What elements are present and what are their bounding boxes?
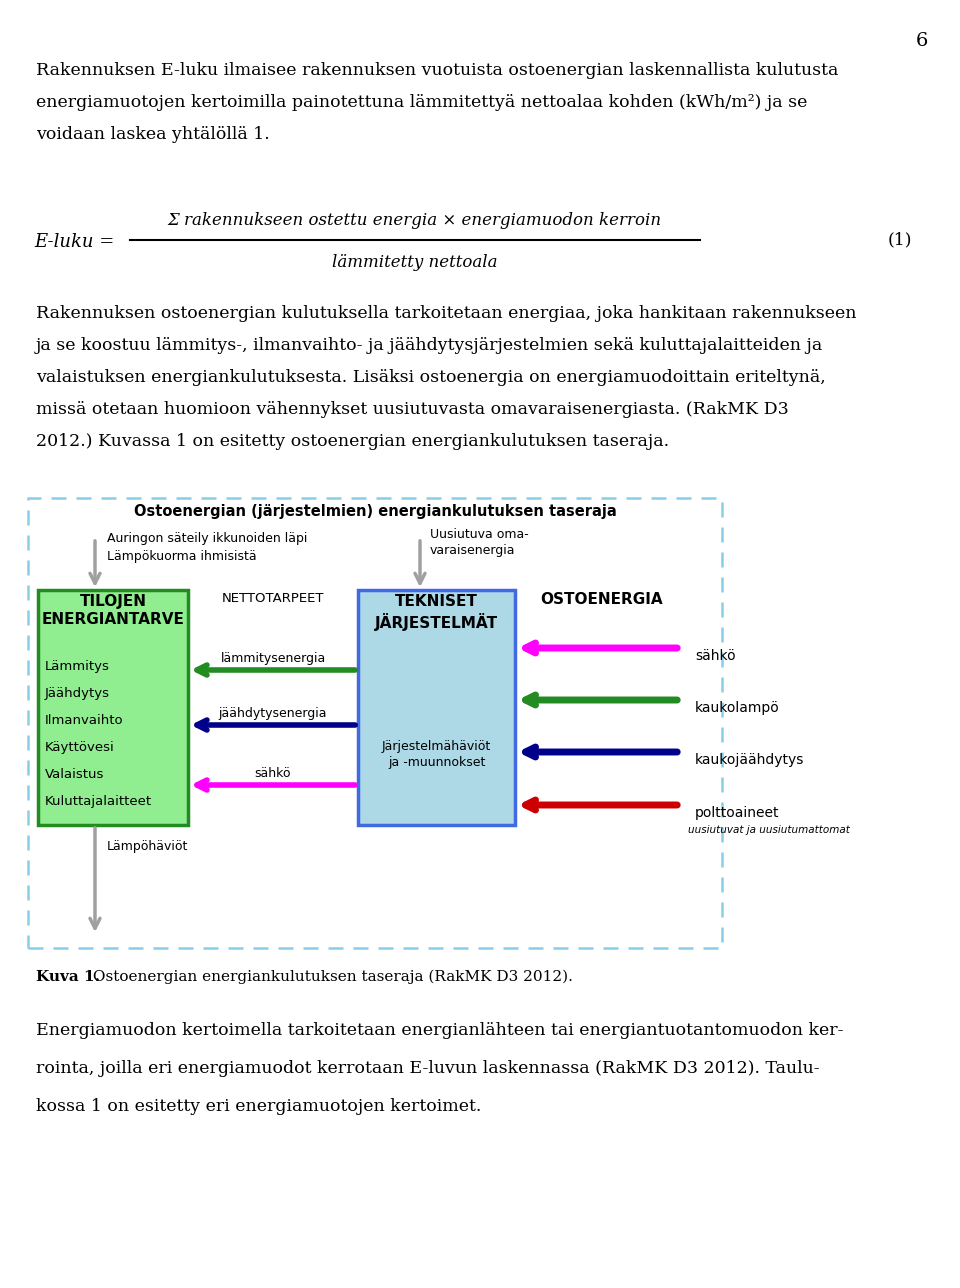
Text: sähkö: sähkö [254,766,291,781]
Text: Ostoenergian energiankulutuksen taseraja (RakMK D3 2012).: Ostoenergian energiankulutuksen taseraja… [88,970,573,984]
Text: 6: 6 [916,32,928,50]
Text: 2012.) Kuvassa 1 on esitetty ostoenergian energiankulutuksen taseraja.: 2012.) Kuvassa 1 on esitetty ostoenergia… [36,433,669,450]
Text: Ostoenergian (järjestelmien) energiankulutuksen taseraja: Ostoenergian (järjestelmien) energiankul… [133,504,616,519]
Text: Uusiutuva oma-
varaisenergia: Uusiutuva oma- varaisenergia [430,528,529,556]
Text: OSTOENERGIA: OSTOENERGIA [540,592,662,607]
Text: kaukolampö: kaukolampö [695,701,780,715]
Text: rointa, joilla eri energiamuodot kerrotaan E-luvun laskennassa (RakMK D3 2012). : rointa, joilla eri energiamuodot kerrota… [36,1060,820,1077]
Text: ja se koostuu lämmitys-, ilmanvaihto- ja jäähdytysjärjestelmien sekä kuluttajala: ja se koostuu lämmitys-, ilmanvaihto- ja… [36,337,824,354]
Text: lämmitetty nettoala: lämmitetty nettoala [332,254,497,270]
Text: Jäähdytys: Jäähdytys [45,687,110,699]
Text: missä otetaan huomioon vähennykset uusiutuvasta omavaraisenergiasta. (RakMK D3: missä otetaan huomioon vähennykset uusiu… [36,401,789,419]
Text: Rakennuksen E-luku ilmaisee rakennuksen vuotuista ostoenergian laskennallista ku: Rakennuksen E-luku ilmaisee rakennuksen … [36,62,838,79]
Text: jäähdytysenergia: jäähdytysenergia [219,707,327,720]
Text: Kuva 1.: Kuva 1. [36,970,100,984]
Text: kaukojäähdytys: kaukojäähdytys [695,753,804,766]
Bar [28,498,722,948]
Text: voidaan laskea yhtälöllä 1.: voidaan laskea yhtälöllä 1. [36,126,270,143]
Text: valaistuksen energiankulutuksesta. Lisäksi ostoenergia on energiamuodoittain eri: valaistuksen energiankulutuksesta. Lisäk… [36,368,826,386]
Text: Valaistus: Valaistus [45,768,105,781]
Text: Lämpökuorma ihmisistä: Lämpökuorma ihmisistä [107,550,256,563]
Text: Ilmanvaihto: Ilmanvaihto [45,714,124,726]
Text: kossa 1 on esitetty eri energiamuotojen kertoimet.: kossa 1 on esitetty eri energiamuotojen … [36,1097,481,1115]
Text: Lämmitys: Lämmitys [45,659,109,674]
Text: Σ rakennukseen ostettu energia × energiamuodon kerroin: Σ rakennukseen ostettu energia × energia… [168,211,662,228]
Text: Järjestelmähäviöt
ja -muunnokset: Järjestelmähäviöt ja -muunnokset [382,741,492,769]
Text: Kuluttajalaitteet: Kuluttajalaitteet [45,795,152,808]
Text: Käyttövesi: Käyttövesi [45,741,115,753]
Bar [38,590,188,826]
Text: Auringon säteily ikkunoiden läpi: Auringon säteily ikkunoiden läpi [107,532,307,545]
Text: lämmitysenergia: lämmitysenergia [221,652,325,665]
Text: energiamuotojen kertoimilla painotettuna lämmitettyä nettoalaa kohden (kWh/m²) j: energiamuotojen kertoimilla painotettuna… [36,94,807,111]
Text: sähkö: sähkö [695,649,735,663]
Text: E-luku =: E-luku = [34,233,114,251]
Text: TILOJEN
ENERGIANTARVE: TILOJEN ENERGIANTARVE [41,594,184,627]
Text: NETTOTARPEET: NETTOTARPEET [222,592,324,605]
Text: TEKNISET
JÄRJESTELMÄT: TEKNISET JÄRJESTELMÄT [375,594,498,631]
Text: Energiamuodon kertoimella tarkoitetaan energianlähteen tai energiantuotantomuodo: Energiamuodon kertoimella tarkoitetaan e… [36,1021,844,1039]
Text: uusiutuvat ja uusiutumattomat: uusiutuvat ja uusiutumattomat [688,826,850,835]
Text: (1): (1) [888,232,912,249]
Bar [358,590,515,826]
Text: Lämpöhäviöt: Lämpöhäviöt [107,840,188,853]
Text: polttoaineet: polttoaineet [695,806,780,820]
Text: Rakennuksen ostoenergian kulutuksella tarkoitetaan energiaa, joka hankitaan rake: Rakennuksen ostoenergian kulutuksella ta… [36,305,856,322]
